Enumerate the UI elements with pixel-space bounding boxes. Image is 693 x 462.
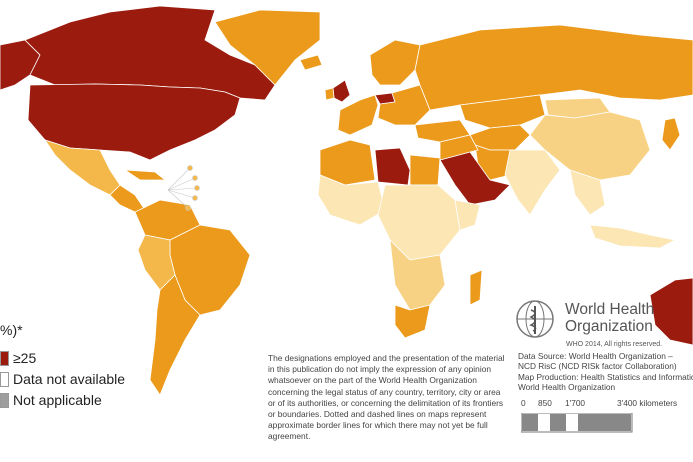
- country-russia: [414, 24, 693, 111]
- copyright-text: WHO 2014, All rights reserved.: [566, 341, 663, 348]
- legend-swatch: [0, 350, 9, 366]
- scale-label-1700: 1'700: [565, 398, 586, 408]
- country-southern-africa: [389, 238, 446, 311]
- country-iceland: [299, 54, 323, 71]
- scale-bar: [521, 413, 633, 433]
- production-line2: World Health Organization: [518, 382, 616, 393]
- scale-label-3400: 3'400 kilometers: [617, 398, 678, 408]
- country-greenland: [214, 9, 321, 86]
- data-source-block: Data Source: World Health Organization –…: [518, 351, 693, 393]
- country-cuba: [123, 169, 167, 181]
- country-kazakhstan: [459, 94, 546, 129]
- country-china: [529, 111, 651, 181]
- country-ireland: [324, 87, 335, 101]
- country-central-africa: [377, 184, 461, 261]
- caribbean-callout: [167, 165, 200, 211]
- scale-label-850: 850: [538, 398, 552, 408]
- country-australia: [649, 277, 693, 346]
- country-southeast-asia: [569, 169, 606, 216]
- country-libya: [374, 147, 411, 186]
- legend-item-not-applicable: Not applicable: [0, 392, 102, 408]
- production-line1: Map Production: Health Statistics and In…: [518, 371, 693, 382]
- who-name-line1: World Health: [565, 301, 655, 318]
- legend-title: %)*: [0, 322, 23, 338]
- country-argentina-chile: [149, 274, 201, 396]
- country-indonesia: [589, 224, 677, 249]
- source-line1: Data Source: World Health Organization –: [518, 351, 673, 361]
- country-scandinavia: [369, 39, 421, 86]
- country-saudi-arabia: [439, 151, 511, 206]
- country-western-europe: [337, 94, 379, 136]
- legend-label: Data not available: [13, 371, 126, 387]
- country-south-africa: [394, 304, 431, 339]
- who-name-line2: Organization: [565, 318, 653, 335]
- legend-swatch: [0, 392, 9, 408]
- who-name: World Health Organization: [565, 301, 654, 335]
- scale-label-0: 0: [521, 398, 526, 408]
- legend-label: ≥25: [13, 350, 37, 366]
- legend-item-not-available: Data not available: [0, 371, 125, 387]
- disclaimer-text: The designations employed and the presen…: [268, 353, 505, 442]
- country-uk: [332, 79, 351, 103]
- country-levant-iraq: [439, 134, 479, 161]
- country-egypt: [409, 154, 441, 186]
- country-madagascar: [469, 269, 483, 306]
- legend-label: Not applicable: [13, 392, 102, 408]
- source-line2: NCD RisC (NCD RISk factor Collaboration): [518, 361, 677, 372]
- country-west-africa: [317, 174, 386, 226]
- country-india: [504, 149, 561, 216]
- legend-item-high: ≥25: [0, 350, 36, 366]
- country-japan: [661, 117, 681, 151]
- legend-swatch: [0, 371, 9, 387]
- country-horn-of-africa: [454, 199, 481, 231]
- who-emblem-icon: [516, 300, 554, 338]
